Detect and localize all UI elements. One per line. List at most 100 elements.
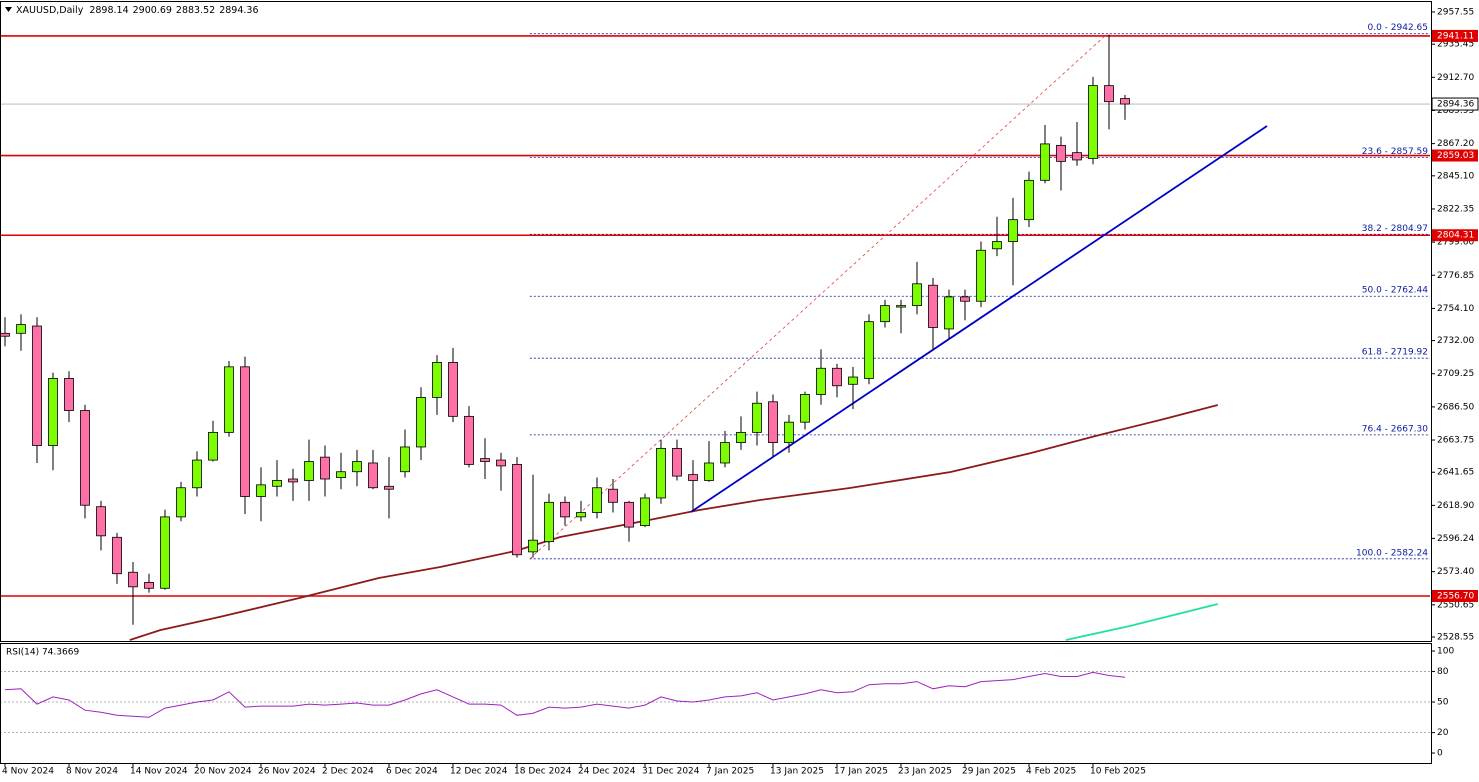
- y-tick-label: 2776.85: [1437, 271, 1474, 281]
- level-label: 2804.31: [1437, 231, 1474, 241]
- y-tick-label: 2754.10: [1437, 304, 1474, 314]
- candle-body: [400, 446, 410, 473]
- candle-body: [176, 487, 186, 518]
- candle-body: [976, 249, 986, 302]
- candle-body: [832, 367, 842, 387]
- x-tick-label: 8 Nov 2024: [66, 767, 118, 777]
- level-box: [1432, 229, 1478, 242]
- level-label: 2859.03: [1437, 151, 1474, 161]
- rsi-line: [4, 671, 1126, 718]
- overlay-line: [1065, 603, 1219, 641]
- header: XAUUSD,Daily 2898.14 2900.69 2883.52 2894.36: [16, 5, 259, 16]
- candle-body: [1120, 98, 1130, 105]
- y-tick-label: 2641.65: [1437, 468, 1474, 478]
- candle-body: [656, 448, 666, 499]
- y-tick-label: 2935.45: [1437, 40, 1474, 50]
- candle-body: [640, 497, 650, 527]
- main-panel: [0, 1, 1432, 642]
- candle-body: [352, 461, 362, 473]
- candle-body: [480, 458, 490, 462]
- ohlc-low: 2883.52: [176, 5, 215, 16]
- candle-body: [448, 362, 458, 417]
- x-tick-label: 14 Nov 2024: [130, 767, 188, 777]
- fib-label: 61.8 - 2719.92: [1362, 348, 1428, 358]
- y-tick-label: 2618.90: [1437, 501, 1474, 511]
- candle-body: [944, 296, 954, 330]
- y-tick-label: 20: [1437, 728, 1449, 738]
- candle-body: [208, 431, 218, 461]
- y-tick-label: 2845.10: [1437, 171, 1474, 181]
- candle-body: [48, 378, 58, 446]
- candle-body: [224, 366, 234, 433]
- rsi-plot: [1, 671, 1430, 734]
- level-box: [1432, 149, 1478, 162]
- x-tick-label: 6 Dec 2024: [386, 767, 438, 777]
- y-tick-label: 2573.40: [1437, 567, 1474, 577]
- candle-body: [848, 376, 858, 385]
- x-tick-label: 10 Feb 2025: [1090, 767, 1146, 777]
- candle-body: [896, 305, 906, 308]
- x-tick-label: 20 Nov 2024: [194, 767, 252, 777]
- candle-body: [1024, 179, 1034, 221]
- candle-body: [624, 501, 634, 528]
- y-tick-label: 2528.55: [1437, 633, 1474, 643]
- candle-body: [912, 283, 922, 307]
- candle-body: [800, 394, 810, 423]
- y-tick-label: 2912.70: [1437, 73, 1474, 83]
- last-price-box: [1431, 97, 1479, 111]
- candle-body: [672, 448, 682, 477]
- y-tick-label: 80: [1437, 667, 1449, 677]
- candle-body: [144, 582, 154, 589]
- fib-label: 76.4 - 2667.30: [1362, 424, 1428, 434]
- x-tick-label: 7 Jan 2025: [706, 767, 754, 777]
- x-tick-label: 23 Jan 2025: [898, 767, 952, 777]
- last-price-label: 2894.36: [1437, 100, 1474, 110]
- ohlc-close: 2894.36: [219, 5, 258, 16]
- candle-body: [240, 366, 250, 497]
- fib-label: 0.0 - 2942.65: [1368, 23, 1429, 33]
- y-tick-label: 2686.50: [1437, 402, 1474, 412]
- candle-body: [336, 471, 346, 478]
- candle-body: [1072, 152, 1082, 161]
- candle-body: [1056, 144, 1066, 162]
- candle-body: [992, 241, 1002, 250]
- candle-body: [80, 410, 90, 506]
- fib-label: 23.6 - 2857.59: [1362, 147, 1428, 157]
- candle-body: [256, 484, 266, 497]
- level-box: [1432, 29, 1478, 42]
- x-tick-label: 18 Dec 2024: [514, 767, 572, 777]
- candle-body: [528, 539, 538, 553]
- candle-body: [928, 284, 938, 328]
- candle-body: [960, 296, 970, 302]
- candle-body: [160, 516, 170, 589]
- level-box: [1432, 590, 1478, 602]
- x-tick-label: 17 Jan 2025: [834, 767, 888, 777]
- candle-body: [464, 415, 474, 465]
- candle-body: [320, 456, 330, 480]
- candle-body: [32, 325, 42, 446]
- y-tick-label: 0: [1437, 749, 1443, 759]
- y-tick-label: 2663.75: [1437, 436, 1474, 446]
- candle-body: [112, 536, 122, 575]
- fib-label: 38.2 - 2804.97: [1362, 224, 1428, 234]
- symbol-icon: [5, 7, 12, 12]
- overlay-line: [529, 33, 1108, 560]
- overlay-line: [690, 125, 1268, 513]
- main-plot: [1, 33, 1430, 641]
- x-tick-label: 31 Dec 2024: [642, 767, 700, 777]
- candle-body: [1, 332, 10, 337]
- y-tick-label: 2799.60: [1437, 238, 1474, 248]
- x-tick-label: 4 Feb 2025: [1026, 767, 1076, 777]
- x-tick-label: 12 Dec 2024: [450, 767, 508, 777]
- candle-body: [864, 321, 874, 379]
- candle-body: [816, 367, 826, 395]
- level-label: 2556.70: [1437, 592, 1474, 602]
- x-tick-label: 4 Nov 2024: [2, 767, 54, 777]
- rsi-title: RSI(14) 74.3669: [6, 648, 79, 658]
- candle-body: [880, 305, 890, 323]
- candle-body: [1088, 85, 1098, 159]
- candle-body: [128, 571, 138, 588]
- candle-body: [96, 506, 106, 537]
- x-tick-label: 24 Dec 2024: [578, 767, 636, 777]
